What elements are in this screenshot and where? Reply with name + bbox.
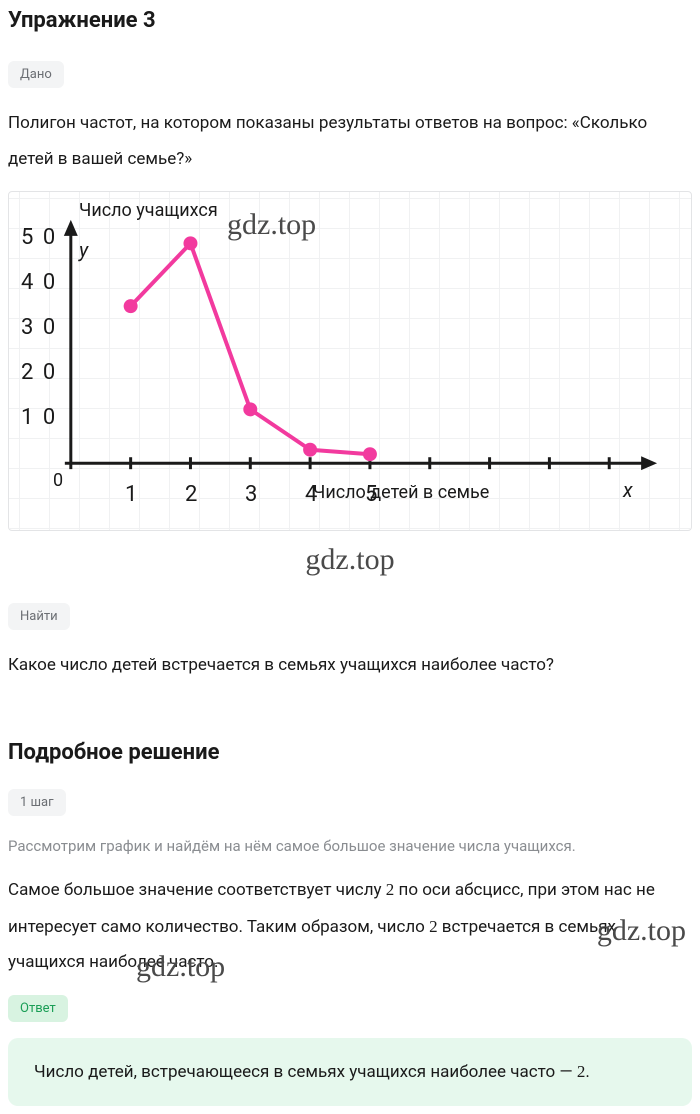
y-axis-letter: y [79,238,88,262]
text-fragment: . [585,1062,589,1082]
math-number: 2 [429,917,438,936]
chart-x-title: Число детей в семье [313,482,489,503]
badge-answer: Ответ [8,995,68,1022]
origin-label: 0 [53,470,63,491]
x-tick-label: 1 [125,482,137,507]
badge-find: Найти [8,603,70,630]
x-tick-label: 3 [245,482,257,507]
badge-given: Дано [8,61,64,88]
x-axis-letter: x [623,478,633,502]
given-text: Полигон частот, на котором показаны резу… [8,106,692,177]
watermark: gdz.top [305,543,394,577]
text-fragment: Число детей, встречающееся в семьях учащ… [34,1062,577,1082]
y-tick-label: 5 0 [21,225,57,250]
watermark-row: gdz.top [8,543,692,577]
badge-step1: 1 шаг [8,789,66,816]
frequency-polygon-chart: Число учащихся 1 02 03 04 05 0 12345 y x… [8,191,692,531]
x-tick-label: 2 [185,482,197,507]
step1-text: Самое большое значение соответствует чис… [8,872,692,981]
chart-svg [9,192,691,531]
y-tick-label: 2 0 [21,360,57,385]
y-tick-label: 3 0 [21,315,57,340]
page-title: Упражнение 3 [8,8,692,33]
solution-heading: Подробное решение [8,740,692,765]
text-fragment: Самое большое значение соответствует чис… [8,880,386,900]
step1-block: Самое большое значение соответствует чис… [8,872,692,981]
y-tick-label: 1 0 [21,405,57,430]
y-tick-label: 4 0 [21,270,57,295]
find-text: Какое число детей встречается в семьях у… [8,648,692,684]
step1-intro: Рассмотрим график и найдём на нём самое … [8,834,692,858]
answer-box: Число детей, встречающееся в семьях учащ… [8,1038,692,1106]
